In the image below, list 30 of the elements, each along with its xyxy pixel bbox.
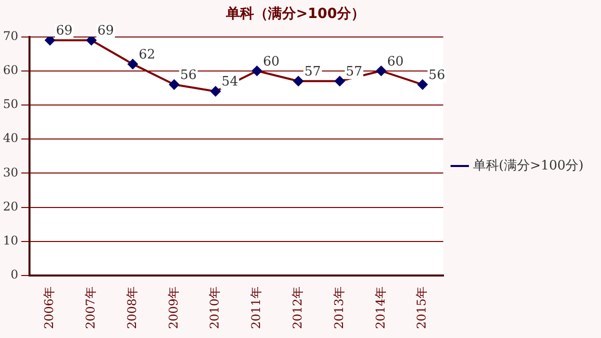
chart-title: 单科（满分>100分） [225,6,365,22]
x-tick-label: 2015年 [414,286,429,330]
data-label: 62 [138,47,156,62]
data-label: 56 [180,68,197,83]
y-tick-label: 30 [2,165,18,180]
data-label: 57 [304,64,321,80]
y-tick-label: 0 [10,268,18,282]
data-label: 56 [428,68,446,83]
data-label: 69 [56,24,73,39]
x-tick-label: 2009年 [166,286,180,330]
data-label: 60 [387,54,404,70]
x-tick-label: 2008年 [124,286,139,330]
y-tick-label: 50 [2,97,18,112]
x-tick-label: 2010年 [208,286,222,330]
x-tick-label: 2012年 [290,286,304,330]
y-tick-label: 60 [2,63,18,78]
y-tick-label: 70 [2,28,18,43]
x-tick-label: 2011年 [249,286,264,330]
data-label: 69 [97,24,114,39]
y-tick-label: 20 [2,199,18,214]
x-tick-label: 2014年 [373,286,388,330]
y-tick-label: 10 [2,233,18,248]
x-tick-label: 2013年 [332,286,346,330]
x-tick-label: 2006年 [42,286,56,330]
y-tick-label: 40 [2,131,18,146]
data-label: 57 [346,64,362,80]
data-label: 60 [262,54,280,70]
data-label: 54 [222,74,238,90]
legend-label: 单科(满分>100分) [472,158,584,174]
x-tick-label: 2007年 [83,286,98,330]
